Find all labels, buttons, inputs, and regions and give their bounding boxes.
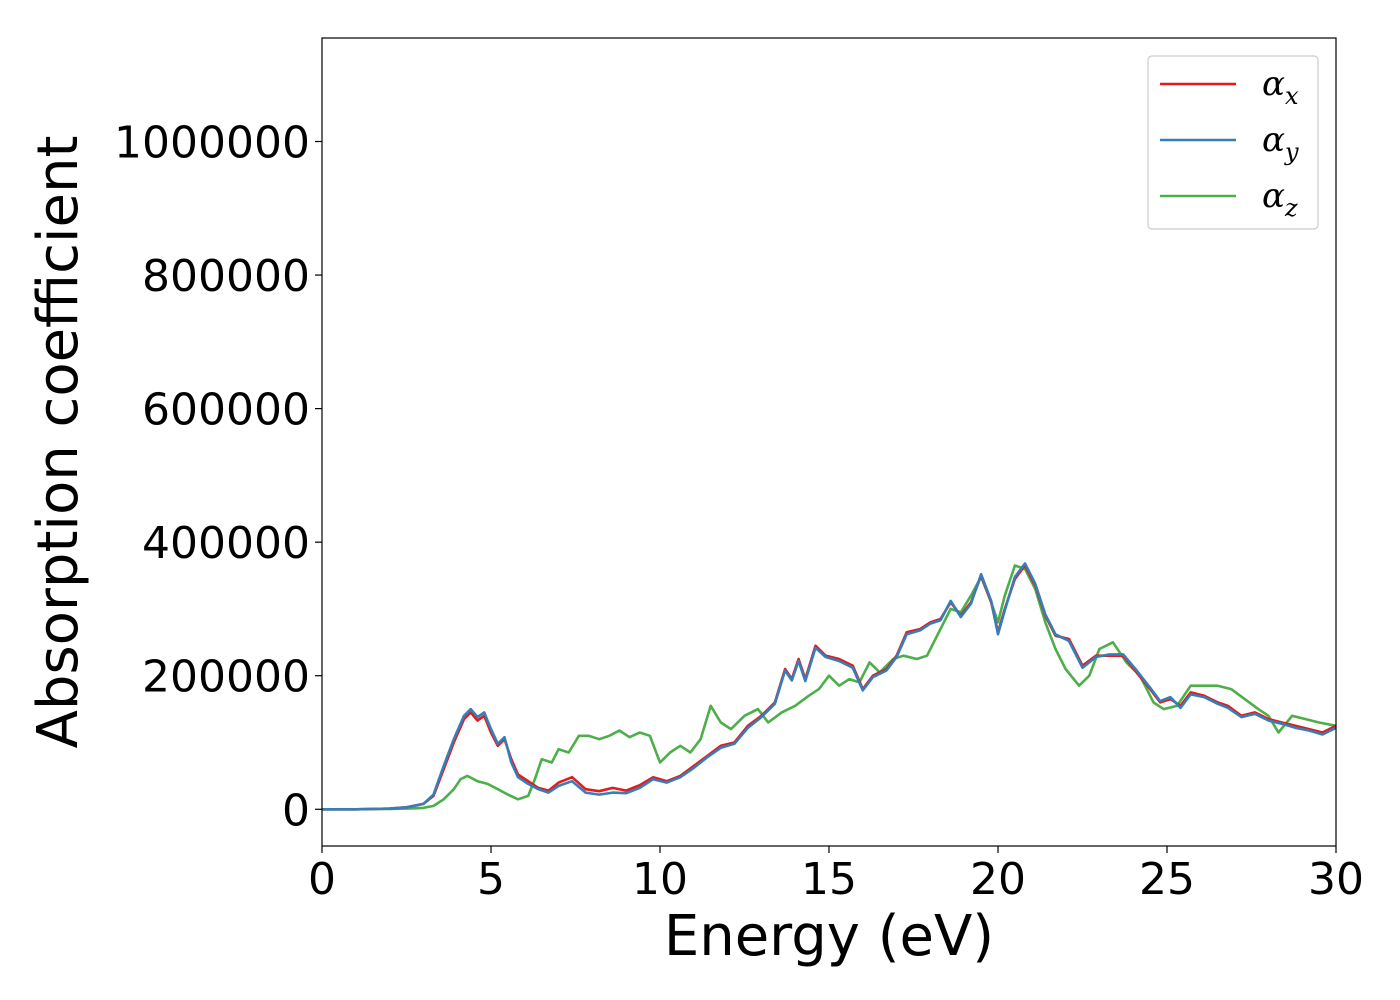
- legend-label-z: αz: [1262, 176, 1298, 222]
- y-tick-label: 400000: [142, 518, 310, 569]
- x-axis: 0 5 10 15 20 25 30: [308, 846, 1364, 905]
- y-tick-label: 1000000: [114, 118, 310, 169]
- y-tick-label: 800000: [142, 251, 310, 302]
- x-tick-label: 20: [970, 854, 1026, 905]
- legend: αx αy αz: [1147, 55, 1319, 230]
- legend-box: [1147, 55, 1319, 230]
- series-line-y: [322, 562, 1337, 811]
- legend-label-x: αx: [1262, 64, 1299, 110]
- x-tick-label: 0: [308, 854, 336, 905]
- x-axis-title: Energy (eV): [664, 904, 994, 969]
- x-tick-label: 15: [801, 854, 857, 905]
- y-tick-label: 600000: [142, 385, 310, 436]
- y-axis-title: Absorption coefficient: [26, 136, 91, 749]
- x-tick-label: 5: [477, 854, 505, 905]
- legend-label-y: αy: [1262, 120, 1299, 166]
- y-axis: 0 200000 400000 600000 800000 1000000: [114, 118, 322, 836]
- y-tick-label: 200000: [142, 652, 310, 703]
- x-tick-label: 10: [632, 854, 688, 905]
- x-tick-label: 30: [1308, 854, 1364, 905]
- y-tick-label: 0: [282, 785, 310, 836]
- x-tick-label: 25: [1139, 854, 1195, 905]
- series-line-z: [322, 564, 1337, 811]
- series-layer: [322, 562, 1337, 811]
